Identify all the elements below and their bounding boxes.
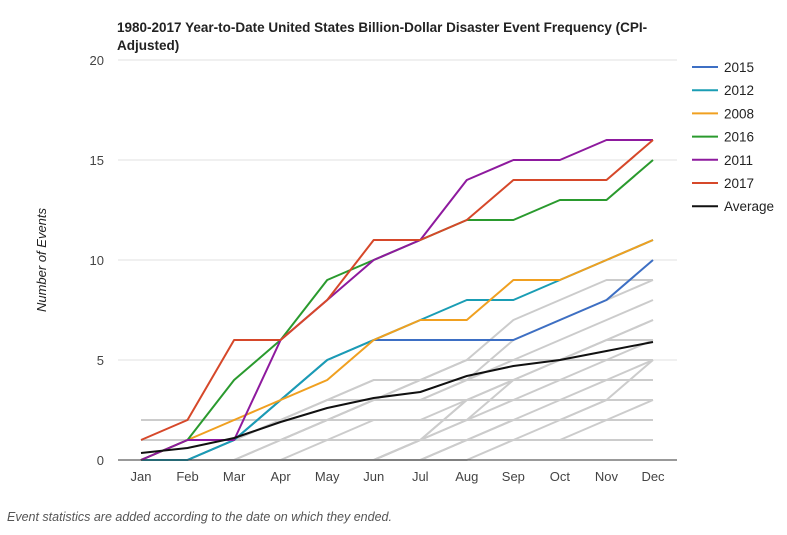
- legend-item-2017: 2017: [692, 176, 754, 191]
- legend-item-2012: 2012: [692, 83, 754, 98]
- y-axis-title: Number of Events: [34, 207, 49, 312]
- series-line-2017: [140, 139, 654, 441]
- y-tick-label-0: 0: [97, 453, 104, 468]
- x-tick-label-may: May: [315, 469, 340, 484]
- y-tick-label-10: 10: [90, 253, 104, 268]
- y-tick-label-5: 5: [97, 353, 104, 368]
- x-tick-label-feb: Feb: [176, 469, 198, 484]
- x-tick-label-jun: Jun: [363, 469, 384, 484]
- background-series-line-7: [141, 359, 653, 461]
- x-tick-label-aug: Aug: [455, 469, 478, 484]
- highlighted-series: [140, 139, 654, 461]
- chart-title-line-1: 1980-2017 Year-to-Date United States Bil…: [117, 20, 647, 35]
- legend-label-2017: 2017: [724, 176, 754, 191]
- y-tick-labels: 0 5 10 15 20: [90, 53, 104, 468]
- legend-label-2012: 2012: [724, 83, 754, 98]
- y-tick-label-20: 20: [90, 53, 104, 68]
- legend-item-2011: 2011: [692, 153, 753, 168]
- series-line-average: [140, 341, 654, 454]
- legend-label-2015: 2015: [724, 60, 754, 75]
- chart-caption: Event statistics are added according to …: [7, 510, 392, 524]
- chart-title-line-2: Adjusted): [117, 38, 179, 53]
- legend-label-2011: 2011: [724, 153, 753, 168]
- x-tick-label-jul: Jul: [412, 469, 429, 484]
- x-tick-labels: Jan Feb Mar Apr May Jun Jul Aug Sep Oct Nov Dec: [131, 469, 666, 484]
- x-tick-label-sep: Sep: [502, 469, 525, 484]
- x-tick-label-oct: Oct: [550, 469, 571, 484]
- legend-item-2015: 2015: [692, 60, 754, 75]
- legend-label-2016: 2016: [724, 130, 754, 145]
- legend-item-2008: 2008: [692, 106, 754, 121]
- x-tick-label-apr: Apr: [271, 469, 292, 484]
- legend-label-2008: 2008: [724, 106, 754, 121]
- y-tick-label-15: 15: [90, 153, 104, 168]
- gridlines: [118, 59, 677, 361]
- x-tick-label-dec: Dec: [641, 469, 665, 484]
- legend-item-average: Average: [692, 199, 774, 214]
- x-tick-label-mar: Mar: [223, 469, 246, 484]
- background-series-line-20: [141, 359, 654, 461]
- background-series-line-13: [141, 359, 654, 461]
- series-line-2016: [140, 159, 654, 461]
- x-tick-label-nov: Nov: [595, 469, 619, 484]
- chart: 1980-2017 Year-to-Date United States Bil…: [34, 20, 774, 484]
- legend-item-2016: 2016: [692, 130, 754, 145]
- legend-label-average: Average: [724, 199, 774, 214]
- series-line-2008: [140, 239, 654, 461]
- chart-title: 1980-2017 Year-to-Date United States Bil…: [117, 20, 647, 53]
- legend: 2015 2012 2008 2016 2011 2017 Average: [692, 60, 774, 214]
- background-series: [140, 279, 654, 461]
- x-tick-label-jan: Jan: [131, 469, 152, 484]
